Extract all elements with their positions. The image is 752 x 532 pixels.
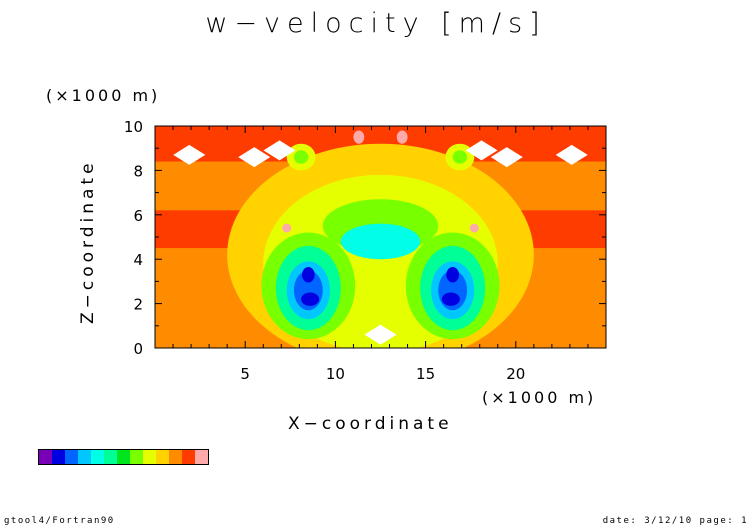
y-axis-multiplier: (×1000 m) [46,86,161,105]
contour-region-level-12 [469,223,479,233]
y-tick-label: 8 [133,162,143,180]
colorbar-swatch-11 [182,450,195,464]
contour-region-level-1 [441,292,460,306]
contour-gap-patch [555,144,588,165]
contour-region-level-7 [293,150,309,164]
y-tick-label: 4 [133,251,143,269]
footer-program: gtool4/Fortran90 [4,516,115,526]
colorbar-swatch-9 [156,450,169,464]
colorbar-swatch-1 [52,450,65,464]
x-axis: 5 10 15 20 [172,126,589,383]
x-tick-label: 5 [240,365,250,383]
contour-gap-patch [238,147,271,168]
contour-gap-patch [173,144,206,165]
contour-region-level-1 [302,266,315,283]
x-tick-label: 15 [416,365,435,383]
footer-date: date: 3/12/10 page: 1 [602,516,748,526]
contour-region-level-12 [353,130,365,144]
x-tick-label: 10 [326,365,345,383]
colorbar-swatch-6 [117,450,130,464]
x-axis-multiplier: (×1000 m) [482,388,597,407]
contour-gap-patch [465,140,498,161]
y-tick-label: 2 [133,296,143,314]
colorbar-swatch-2 [65,450,78,464]
chart-title: w−velocity [m/s] [205,8,547,39]
contour-region-level-4 [340,223,421,260]
colorbar-swatch-3 [78,450,91,464]
contour-region-level-1 [301,292,320,306]
contour-region-level-12 [396,130,408,144]
y-tick-label: 6 [133,207,143,225]
colorbar-swatch-0 [39,450,52,464]
contour-gap-patch [263,140,296,161]
contour-gap-patch [364,324,397,345]
colorbar-swatch-5 [104,450,117,464]
contour-region-level-1 [446,266,459,283]
colorbar-swatch-10 [169,450,182,464]
colorbar-swatch-4 [91,450,104,464]
contour-fills [155,126,606,348]
x-tick-label: 20 [506,365,525,383]
colorbar-swatch-8 [143,450,156,464]
contour-region-level-7 [452,150,468,164]
colorbar-legend [38,449,209,465]
x-axis-label: X−coordinate [288,414,453,434]
y-tick-label: 10 [124,118,143,136]
y-axis: 0 2 4 6 8 10 [124,118,606,358]
colorbar-swatch-7 [130,450,143,464]
contour-region-level-12 [282,223,292,233]
colorbar-swatch-12 [195,450,208,464]
contour-gap-patch [490,147,523,168]
y-tick-label: 0 [133,340,143,358]
